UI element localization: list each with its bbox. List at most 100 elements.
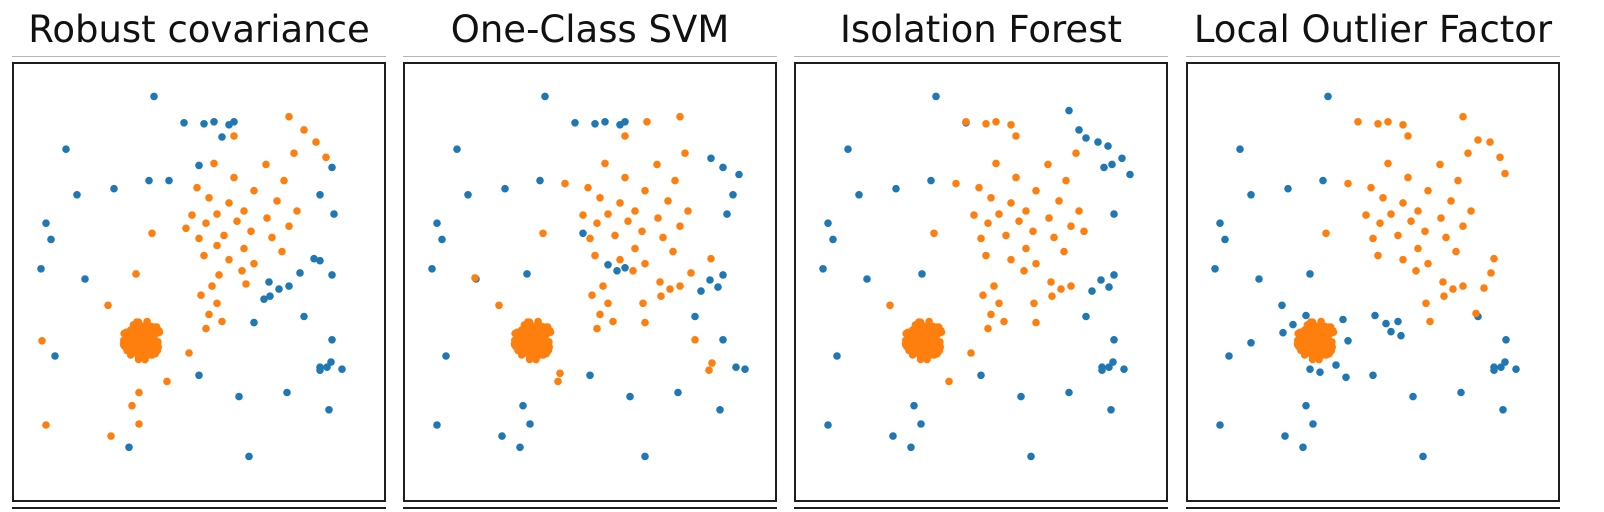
inlier-point [1322, 229, 1330, 238]
outlier-point [719, 271, 727, 279]
outlier-point [604, 261, 612, 269]
inlier-point [542, 342, 550, 350]
bottom-divider [794, 507, 1168, 509]
inlier-point [1029, 227, 1037, 236]
inlier-point [584, 183, 592, 192]
outlier-point [1100, 163, 1108, 172]
outlier-point [328, 271, 336, 279]
outlier-point [741, 365, 749, 374]
outlier-point [328, 163, 336, 172]
inlier-point [213, 299, 221, 308]
outlier-point [1088, 287, 1096, 295]
bottom-divider [12, 507, 386, 509]
inlier-point [1399, 199, 1407, 207]
outlier-point [433, 421, 441, 429]
outlier-point [526, 420, 534, 428]
outlier-point [180, 119, 188, 127]
inlier-point [1007, 199, 1015, 207]
outlier-point [1075, 126, 1083, 134]
inlier-point [1307, 325, 1316, 334]
outlier-point [1110, 210, 1118, 218]
outlier-point [1344, 337, 1352, 345]
inlier-point [1424, 259, 1432, 268]
inlier-point [1057, 285, 1065, 293]
outlier-point [571, 119, 579, 127]
inlier-point [1072, 149, 1080, 157]
inlier-point [515, 338, 523, 347]
inlier-point [141, 323, 149, 331]
inlier-point [193, 183, 201, 192]
outlier-point [1104, 142, 1112, 150]
inlier-point [1424, 186, 1432, 195]
inlier-point [1407, 217, 1415, 225]
inlier-point [1000, 317, 1008, 326]
outlier-point [1281, 432, 1289, 440]
inlier-point [616, 199, 624, 207]
inlier-point [262, 160, 270, 169]
outlier-point [1109, 358, 1117, 366]
outlier-point [73, 191, 81, 199]
outlier-point [697, 287, 705, 295]
inlier-point [984, 219, 992, 227]
plot-frame [12, 62, 386, 502]
outlier-point [438, 235, 446, 244]
inlier-point [1007, 255, 1015, 264]
inlier-point [979, 291, 987, 299]
inlier-point [588, 291, 596, 299]
inlier-point [1318, 349, 1326, 358]
outlier-point [51, 352, 59, 360]
scatter-plot [37, 92, 346, 461]
inlier-point [312, 138, 320, 146]
outlier-point [824, 421, 832, 429]
outlier-point [613, 267, 621, 275]
inlier-point [1062, 176, 1070, 185]
outlier-point [732, 363, 740, 372]
inlier-point [1394, 231, 1402, 240]
outlier-point [501, 184, 509, 193]
inlier-point [1464, 149, 1472, 157]
inlier-point [1376, 219, 1384, 227]
outlier-point [691, 312, 699, 321]
inlier-point [664, 197, 672, 205]
outlier-point [245, 452, 253, 461]
inlier-point [233, 217, 241, 225]
inlier-point [225, 199, 233, 207]
inlier-point [202, 219, 210, 227]
inlier-point [537, 330, 545, 338]
inlier-point [916, 318, 925, 326]
inlier-point [629, 267, 637, 275]
outlier-point [729, 191, 737, 199]
outlier-point [42, 219, 50, 227]
outlier-point [674, 388, 682, 397]
inlier-point [923, 323, 931, 331]
inlier-point [1305, 336, 1313, 345]
inlier-point [933, 342, 941, 350]
outlier-point [310, 254, 318, 263]
outlier-point [844, 145, 852, 153]
inlier-point [285, 222, 293, 230]
inlier-point [975, 183, 983, 192]
inlier-point [135, 420, 143, 428]
inlier-point [140, 336, 148, 345]
inlier-point [1308, 318, 1317, 326]
outlier-point [316, 191, 324, 199]
inlier-point [134, 318, 143, 326]
inlier-point [1320, 335, 1328, 344]
outlier-point [200, 120, 208, 128]
inlier-point [1044, 160, 1052, 169]
outlier-point [1017, 392, 1025, 401]
outlier-point [428, 265, 436, 273]
outlier-point [707, 154, 715, 163]
inlier-point [1315, 323, 1323, 331]
inlier-point [930, 229, 938, 238]
outlier-point [260, 295, 268, 303]
inlier-point [1412, 267, 1420, 275]
inlier-point [1501, 169, 1509, 178]
outlier-point [1279, 328, 1287, 337]
inlier-point [188, 211, 196, 219]
outlier-point [1094, 138, 1102, 146]
outlier-point [464, 191, 472, 199]
outlier-point [165, 176, 173, 185]
inlier-point [641, 259, 649, 268]
inlier-point [621, 132, 629, 140]
